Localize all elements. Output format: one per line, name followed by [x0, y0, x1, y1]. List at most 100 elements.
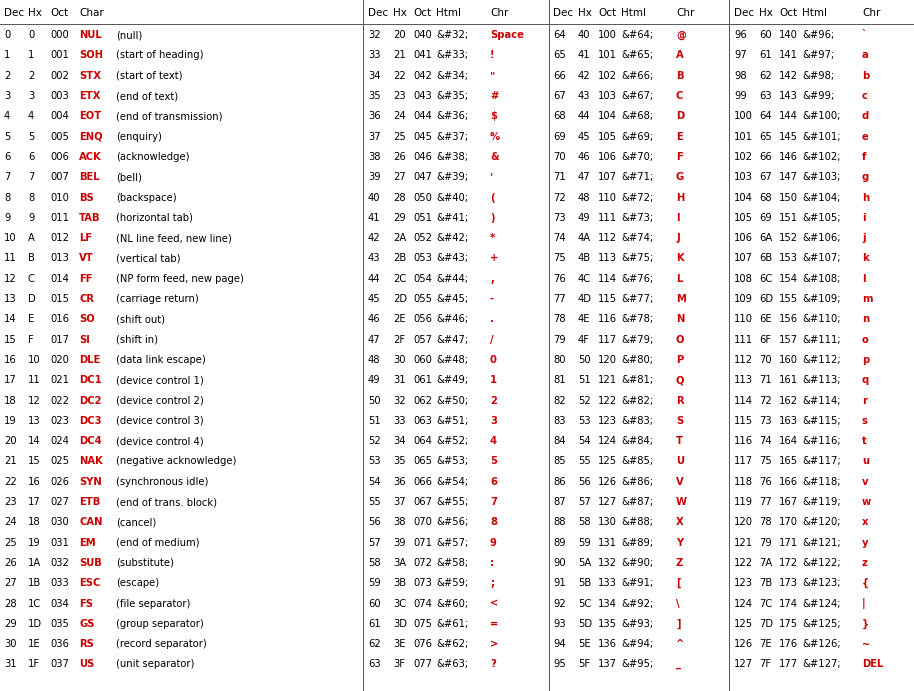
Text: 5F: 5F [578, 659, 590, 670]
Text: 1A: 1A [28, 558, 41, 568]
Text: Dec: Dec [734, 8, 754, 18]
Text: &#112;: &#112; [802, 355, 841, 365]
Text: 1E: 1E [28, 639, 40, 649]
Text: 1D: 1D [28, 619, 42, 629]
Text: &#57;: &#57; [436, 538, 468, 548]
Text: 011: 011 [50, 213, 69, 223]
Text: 67: 67 [759, 172, 771, 182]
Text: 109: 109 [734, 294, 753, 304]
Text: 026: 026 [50, 477, 69, 486]
Text: 49: 49 [578, 213, 590, 223]
Text: 166: 166 [779, 477, 798, 486]
Text: 0: 0 [4, 30, 10, 40]
Text: 031: 031 [50, 538, 69, 548]
Text: &#104;: &#104; [802, 193, 840, 202]
Text: &#120;: &#120; [802, 518, 841, 527]
Text: 75: 75 [759, 457, 771, 466]
Text: &#51;: &#51; [436, 416, 468, 426]
Text: GS: GS [79, 619, 94, 629]
Text: 103: 103 [598, 91, 617, 101]
Text: :: : [490, 558, 494, 568]
Text: 064: 064 [413, 436, 432, 446]
Text: 118: 118 [734, 477, 753, 486]
Text: 34: 34 [393, 436, 406, 446]
Text: 034: 034 [50, 598, 69, 609]
Text: 132: 132 [598, 558, 617, 568]
Text: 92: 92 [553, 598, 566, 609]
Text: |: | [862, 598, 866, 609]
Text: 3F: 3F [393, 659, 405, 670]
Text: &#97;: &#97; [802, 50, 834, 60]
Text: 121: 121 [734, 538, 753, 548]
Text: &#67;: &#67; [621, 91, 654, 101]
Text: 119: 119 [734, 497, 753, 507]
Text: 102: 102 [734, 152, 753, 162]
Text: 053: 053 [413, 254, 432, 263]
Text: 38: 38 [368, 152, 380, 162]
Text: (data link escape): (data link escape) [116, 355, 206, 365]
Text: 113: 113 [734, 375, 753, 386]
Text: 056: 056 [413, 314, 432, 324]
Text: 061: 061 [413, 375, 432, 386]
Text: 53: 53 [368, 457, 380, 466]
Text: 73: 73 [553, 213, 566, 223]
Text: 5: 5 [490, 457, 497, 466]
Text: RS: RS [79, 639, 94, 649]
Text: 43: 43 [368, 254, 380, 263]
Text: 10: 10 [4, 233, 16, 243]
Text: 53: 53 [578, 416, 590, 426]
Text: 60: 60 [759, 30, 771, 40]
Text: 6C: 6C [759, 274, 772, 284]
Text: &#126;: &#126; [802, 639, 841, 649]
Text: 45: 45 [368, 294, 380, 304]
Text: 96: 96 [734, 30, 747, 40]
Text: 19: 19 [4, 416, 16, 426]
Text: w: w [862, 497, 871, 507]
Text: &#92;: &#92; [621, 598, 654, 609]
Text: Chr: Chr [862, 8, 880, 18]
Text: 001: 001 [50, 50, 69, 60]
Text: 15: 15 [28, 457, 41, 466]
Text: 033: 033 [50, 578, 69, 588]
Text: LF: LF [79, 233, 92, 243]
Text: A: A [676, 50, 684, 60]
Text: &#39;: &#39; [436, 172, 468, 182]
Text: 35: 35 [368, 91, 380, 101]
Text: 77: 77 [553, 294, 566, 304]
Text: Hx: Hx [393, 8, 407, 18]
Text: &#33;: &#33; [436, 50, 468, 60]
Text: 71: 71 [553, 172, 566, 182]
Text: &#93;: &#93; [621, 619, 654, 629]
Text: STX: STX [79, 70, 101, 81]
Text: @: @ [676, 30, 686, 40]
Text: 040: 040 [413, 30, 431, 40]
Text: 111: 111 [598, 213, 617, 223]
Text: 48: 48 [368, 355, 380, 365]
Text: 44: 44 [368, 274, 380, 284]
Text: &#86;: &#86; [621, 477, 654, 486]
Text: 46: 46 [368, 314, 380, 324]
Text: ): ) [490, 213, 494, 223]
Text: 007: 007 [50, 172, 69, 182]
Text: &#41;: &#41; [436, 213, 468, 223]
Text: 054: 054 [413, 274, 432, 284]
Text: ?: ? [490, 659, 496, 670]
Text: &#37;: &#37; [436, 132, 468, 142]
Text: &#46;: &#46; [436, 314, 468, 324]
Text: (end of text): (end of text) [116, 91, 178, 101]
Text: 14: 14 [4, 314, 16, 324]
Text: 76: 76 [553, 274, 566, 284]
Text: 76: 76 [759, 477, 771, 486]
Text: &#54;: &#54; [436, 477, 468, 486]
Text: K: K [676, 254, 684, 263]
Text: m: m [862, 294, 873, 304]
Text: SO: SO [79, 314, 95, 324]
Text: 020: 020 [50, 355, 69, 365]
Text: &#70;: &#70; [621, 152, 654, 162]
Text: &#123;: &#123; [802, 578, 841, 588]
Text: 46: 46 [578, 152, 590, 162]
Text: 150: 150 [779, 193, 798, 202]
Text: 42: 42 [578, 70, 590, 81]
Text: 9: 9 [28, 213, 35, 223]
Text: r: r [862, 395, 867, 406]
